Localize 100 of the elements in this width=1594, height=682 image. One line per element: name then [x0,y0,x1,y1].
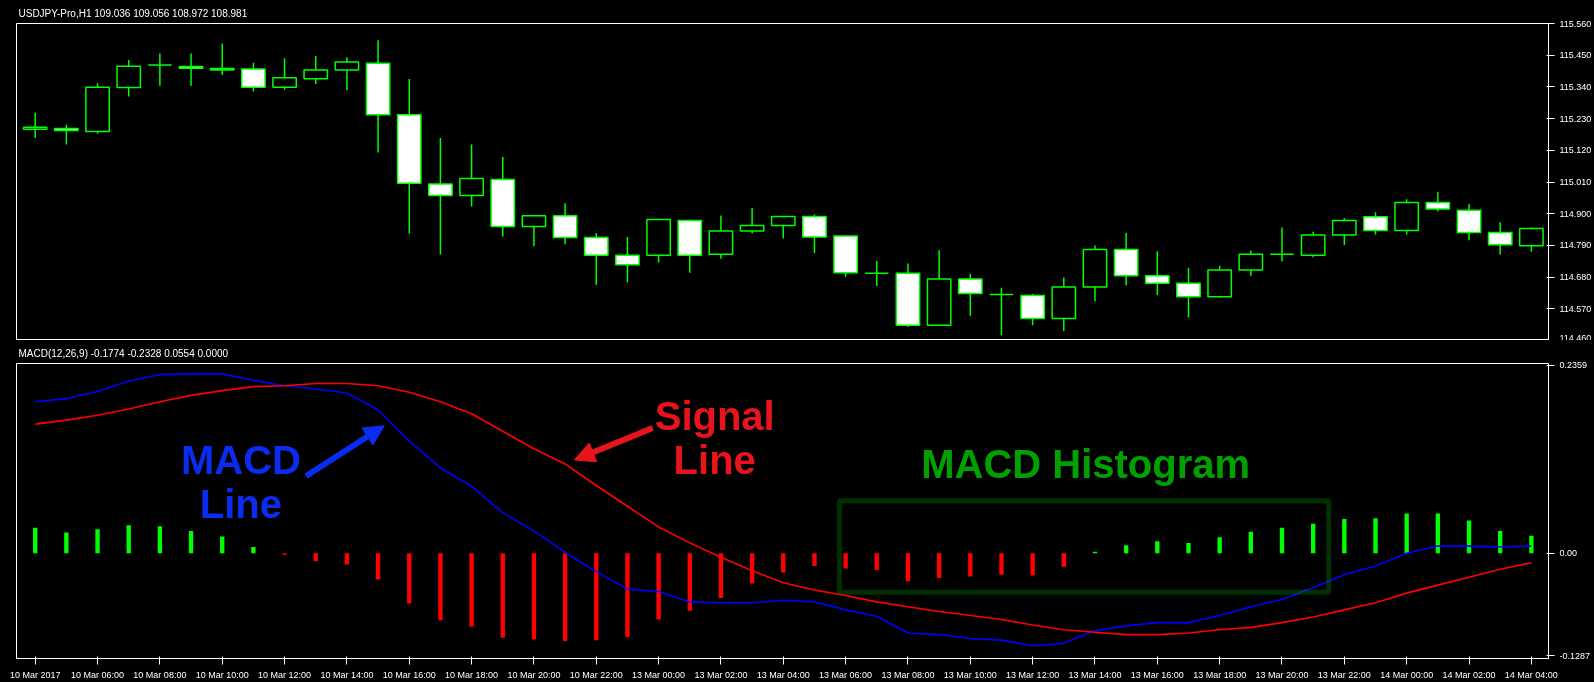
candlestick [1144,250,1170,296]
candlestick [957,273,983,317]
y-tick-label: 114.460 [1559,332,1592,343]
candlestick [459,143,485,208]
candlestick [22,112,48,139]
bar [251,546,256,554]
bar [1529,535,1534,554]
bar [313,553,318,562]
y-tick-label: -0.1287 [1559,650,1591,661]
candlestick [708,214,734,260]
x-tick-label: 10 Mar 16:00 [382,669,436,680]
annotation: MACD Line [180,438,301,527]
x-tick-label: 13 Mar 16:00 [1130,669,1184,680]
bar [1310,523,1316,554]
y-tick-label: 0.00 [1559,548,1578,559]
bar [781,553,786,573]
candlestick [427,137,453,256]
bar [1030,553,1035,576]
candlestick [1518,226,1544,253]
bar [1155,541,1160,554]
x-tick-label: 13 Mar 20:00 [1255,669,1309,680]
bar [625,553,630,637]
bar [905,553,911,582]
candlestick [989,287,1014,337]
candlestick [770,215,796,240]
bar [469,553,474,627]
bar [843,553,848,569]
x-tick-label: 10 Mar 06:00 [71,669,125,680]
candlestick [240,61,266,93]
candlestick [1020,293,1046,326]
bar [687,553,692,611]
candlestick [178,52,204,87]
x-tick-label: 13 Mar 12:00 [1006,669,1060,680]
x-tick-label: 13 Mar 04:00 [756,669,810,680]
bar [1061,553,1066,567]
bar [64,532,69,554]
x-tick-label: 10 Mar 18:00 [445,669,499,680]
y-tick-label: 115.230 [1559,113,1592,124]
y-tick-label: 115.340 [1559,81,1592,92]
x-tick-label: 10 Mar 10:00 [195,669,249,680]
bar [531,553,537,640]
chart-title: USDJPY-Pro,H1 109.036 109.056 108.972 108.981 [18,7,248,19]
bar [95,529,100,554]
bar [936,553,942,578]
x-tick-label: 10 Mar 2017 [9,669,61,680]
candlestick [614,236,640,284]
bar [1342,518,1347,554]
bar [999,553,1004,575]
candlestick [147,52,173,87]
bar [33,527,38,554]
x-tick-label: 14 Mar 00:00 [1380,669,1434,680]
bar [1404,513,1409,554]
x-tick-label: 13 Mar 00:00 [632,669,686,680]
bar [1186,542,1191,554]
y-tick-label: 114.790 [1559,240,1592,251]
bar [375,553,381,580]
candlestick [1456,203,1482,241]
x-tick-label: 14 Mar 04:00 [1504,669,1558,680]
bar [874,553,879,570]
bar [812,553,817,567]
y-tick-label: 115.120 [1559,145,1592,156]
candlestick [864,260,890,287]
y-tick-label: 115.560 [1559,18,1592,29]
x-tick-label: 10 Mar 12:00 [258,669,312,680]
annotation: Signal Line [654,393,775,482]
bar [656,553,661,620]
bar [126,525,131,554]
bar [1123,545,1129,554]
bar [438,553,443,621]
bar [562,553,568,641]
x-tick-label: 13 Mar 02:00 [694,669,748,680]
y-tick-label: 114.570 [1559,303,1592,314]
bar [1373,518,1378,554]
candlestick [1269,226,1295,263]
candlestick [1487,221,1513,256]
bar [1217,537,1222,554]
x-tick-label: 10 Mar 08:00 [133,669,187,680]
x-tick-label: 13 Mar 18:00 [1193,669,1247,680]
y-tick-label: 0.2359 [1559,360,1588,371]
candlestick [1176,267,1201,319]
candlestick [521,214,547,248]
candlestick [1331,217,1357,246]
x-tick-label: 10 Mar 14:00 [320,669,374,680]
candlestick [1363,211,1388,236]
candlestick [1425,191,1451,213]
candlestick [272,57,297,91]
x-tick-label: 13 Mar 10:00 [943,669,997,680]
bar [1279,527,1285,554]
bar [344,553,350,565]
candlestick [552,202,578,245]
candlestick [802,213,827,254]
candlestick [334,56,360,92]
x-tick-label: 14 Mar 02:00 [1442,669,1496,680]
bar [157,526,163,554]
y-tick-label: 115.010 [1559,177,1592,187]
bar [188,530,194,554]
bar [500,553,505,638]
candlestick [583,232,609,286]
x-tick-label: 10 Mar 22:00 [569,669,623,680]
chart-title: MACD(12,26,9) -0.1774 -0.2328 0.0554 0.0000 [18,347,229,359]
